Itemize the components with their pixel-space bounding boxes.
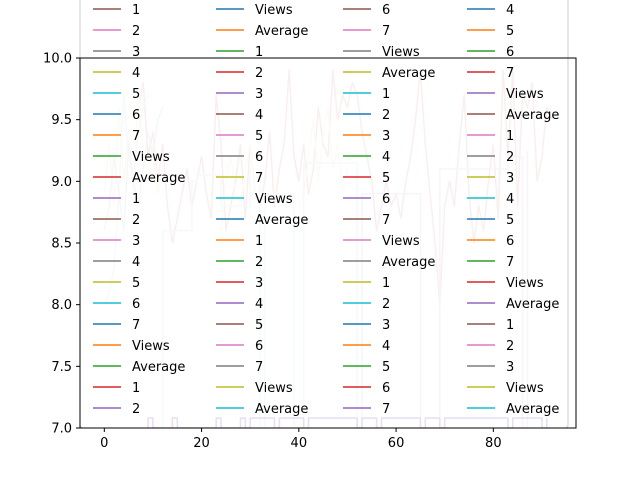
x-tick-label-40: 40 [291, 436, 308, 451]
legend-label-c1-r8: Views [132, 150, 170, 165]
legend-label-c3-r12: Views [382, 234, 420, 249]
legend-label-c1-r5: 5 [132, 87, 140, 102]
legend-label-c3-r11: 7 [382, 213, 390, 228]
legend-label-c2-r8: 6 [255, 150, 263, 165]
legend-label-c2-r7: 5 [255, 129, 263, 144]
legend-label-c1-r15: 6 [132, 297, 140, 312]
legend-label-c1-r20: 2 [132, 402, 140, 417]
legend-label-c4-r17: 2 [506, 339, 514, 354]
legend-label-c4-r11: 5 [506, 213, 514, 228]
legend-label-c1-r17: Views [132, 339, 170, 354]
legend-label-c2-r1: Views [255, 3, 293, 18]
legend-label-c4-r19: Views [506, 381, 544, 396]
legend-label-c4-r14: Views [506, 276, 544, 291]
legend-label-c1-r6: 6 [132, 108, 140, 123]
legend-label-c3-r6: 2 [382, 108, 390, 123]
legend-label-c3-r3: Views [382, 45, 420, 60]
y-tick-label-8.5: 8.5 [51, 237, 72, 252]
legend-label-c4-r10: 4 [506, 192, 514, 207]
x-tick-label-60: 60 [388, 436, 405, 451]
legend-label-c3-r1: 6 [382, 3, 390, 18]
legend-label-c2-r13: 2 [255, 255, 263, 270]
legend-label-c4-r20: Average [506, 402, 559, 417]
legend-label-c4-r5: Views [506, 87, 544, 102]
y-tick-label-9.0: 9.0 [51, 175, 72, 190]
y-tick-label-7.0: 7.0 [51, 422, 72, 437]
legend-label-c4-r9: 3 [506, 171, 514, 186]
legend-label-c3-r9: 5 [382, 171, 390, 186]
legend-label-c3-r17: 4 [382, 339, 390, 354]
x-tick-label-20: 20 [193, 436, 210, 451]
legend-label-c1-r19: 1 [132, 381, 140, 396]
legend-label-c2-r20: Average [255, 402, 308, 417]
x-tick-label-0: 0 [100, 436, 108, 451]
legend-label-c4-r2: 5 [506, 24, 514, 39]
legend-label-c4-r18: 3 [506, 360, 514, 375]
legend-label-c1-r1: 1 [132, 3, 140, 18]
legend-label-c2-r17: 6 [255, 339, 263, 354]
y-tick-label-8.0: 8.0 [51, 298, 72, 313]
legend-label-c3-r20: 7 [382, 402, 390, 417]
legend-label-c3-r5: 1 [382, 87, 390, 102]
legend-label-c2-r18: 7 [255, 360, 263, 375]
legend-label-c3-r7: 3 [382, 129, 390, 144]
legend-label-c4-r8: 2 [506, 150, 514, 165]
y-tick-label-9.5: 9.5 [51, 113, 72, 128]
legend-label-c1-r13: 4 [132, 255, 140, 270]
legend-label-c4-r1: 4 [506, 3, 514, 18]
legend-label-c2-r6: 4 [255, 108, 263, 123]
legend: 1 2 3 4 5 6 7 Views Average 1 2 3 4 5 6 7 Views Average 1 2… [79, 0, 569, 429]
legend-label-c2-r15: 4 [255, 297, 263, 312]
legend-label-c4-r12: 6 [506, 234, 514, 249]
legend-label-c3-r2: 7 [382, 24, 390, 39]
legend-label-c4-r3: 6 [506, 45, 514, 60]
legend-label-c2-r10: Views [255, 192, 293, 207]
legend-label-c1-r7: 7 [132, 129, 140, 144]
legend-label-c1-r3: 3 [132, 45, 140, 60]
legend-label-c3-r10: 6 [382, 192, 390, 207]
y-tick-label-10.0: 10.0 [43, 52, 72, 67]
legend-label-c4-r16: 1 [506, 318, 514, 333]
legend-label-c1-r14: 5 [132, 276, 140, 291]
legend-label-c3-r16: 3 [382, 318, 390, 333]
legend-label-c4-r7: 1 [506, 129, 514, 144]
legend-label-c4-r15: Average [506, 297, 559, 312]
legend-label-c1-r16: 7 [132, 318, 140, 333]
legend-label-c2-r4: 2 [255, 66, 263, 81]
legend-label-c3-r4: Average [382, 66, 435, 81]
x-tick-label-80: 80 [485, 436, 502, 451]
legend-label-c3-r19: 6 [382, 381, 390, 396]
legend-label-c1-r9: Average [132, 171, 185, 186]
legend-label-c2-r12: 1 [255, 234, 263, 249]
legend-label-c1-r10: 1 [132, 192, 140, 207]
legend-label-c1-r12: 3 [132, 234, 140, 249]
legend-label-c4-r6: Average [506, 108, 559, 123]
legend-label-c2-r2: Average [255, 24, 308, 39]
legend-label-c3-r8: 4 [382, 150, 390, 165]
legend-label-c2-r19: Views [255, 381, 293, 396]
legend-label-c2-r5: 3 [255, 87, 263, 102]
legend-label-c2-r11: Average [255, 213, 308, 228]
legend-label-c1-r11: 2 [132, 213, 140, 228]
legend-label-c3-r14: 1 [382, 276, 390, 291]
legend-label-c3-r18: 5 [382, 360, 390, 375]
y-tick-label-7.5: 7.5 [51, 360, 72, 375]
legend-label-c4-r4: 7 [506, 66, 514, 81]
legend-label-c1-r18: Average [132, 360, 185, 375]
legend-label-c2-r16: 5 [255, 318, 263, 333]
legend-label-c3-r13: Average [382, 255, 435, 270]
legend-label-c1-r2: 2 [132, 24, 140, 39]
legend-label-c2-r3: 1 [255, 45, 263, 60]
legend-label-c4-r13: 7 [506, 255, 514, 270]
legend-label-c2-r14: 3 [255, 276, 263, 291]
legend-label-c1-r4: 4 [132, 66, 140, 81]
legend-label-c2-r9: 7 [255, 171, 263, 186]
legend-label-c3-r15: 2 [382, 297, 390, 312]
axes: 0 20 40 60 80 7.0 7.5 8.0 8.5 9.0 9.5 10.0 [43, 52, 577, 451]
